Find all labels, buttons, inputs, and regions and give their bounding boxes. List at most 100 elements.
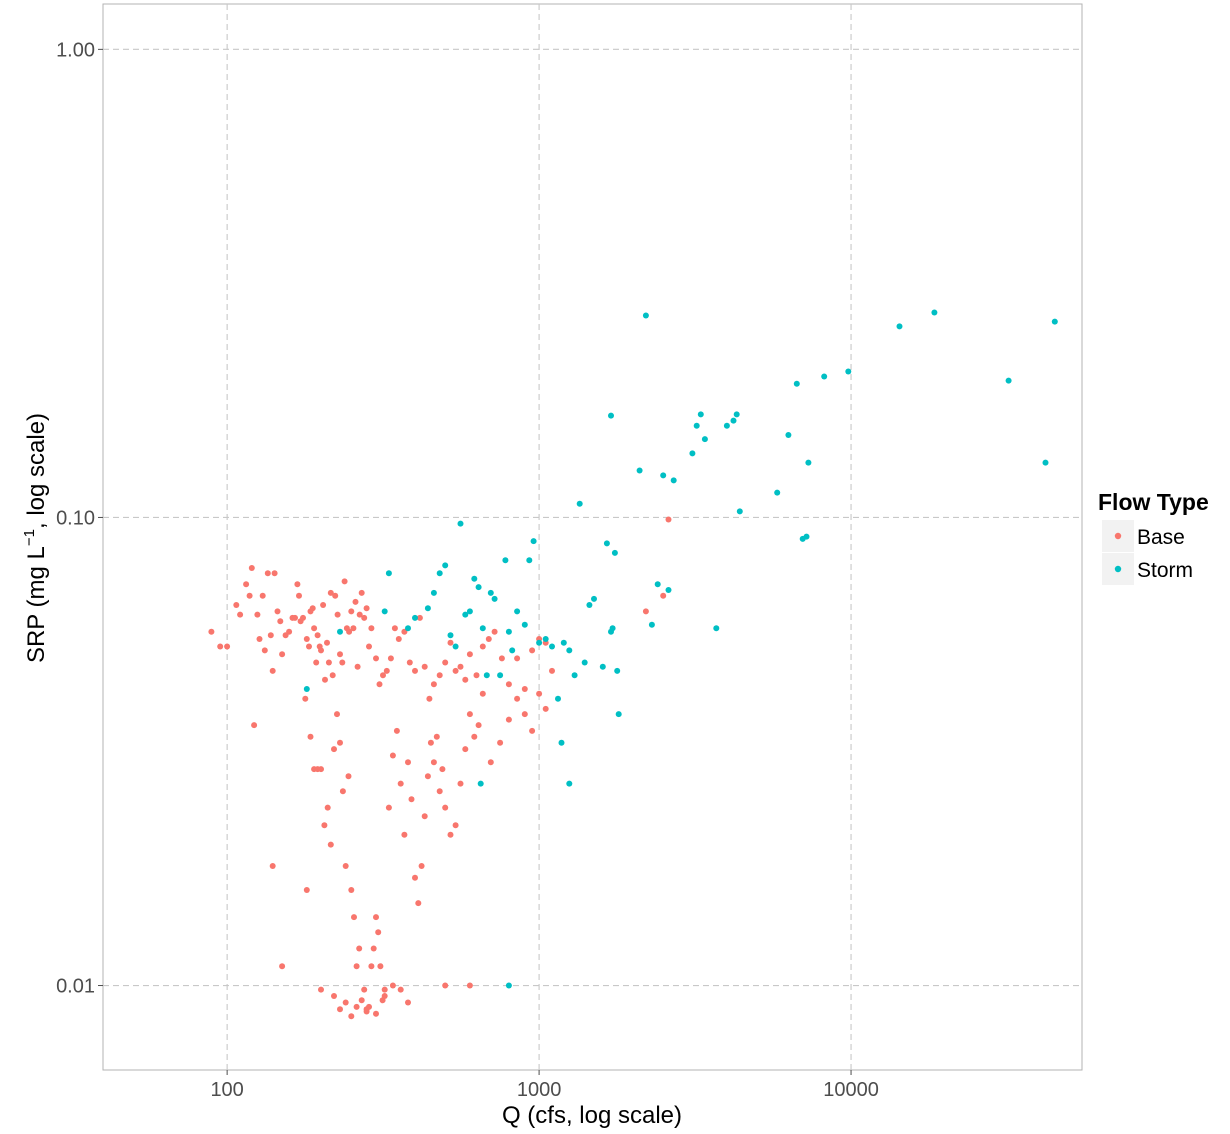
data-point-storm	[536, 639, 543, 646]
x-tick-label: 100	[210, 1079, 243, 1101]
data-point-storm	[636, 467, 643, 474]
legend-swatch-storm	[1114, 565, 1122, 573]
data-point-storm	[483, 672, 490, 679]
x-axis-title: Q (cfs, log scale)	[502, 1102, 682, 1129]
data-point-storm	[514, 608, 521, 615]
data-point-base	[415, 900, 422, 907]
data-point-storm	[697, 411, 704, 418]
data-point-base	[457, 663, 464, 670]
y-axis-title: SRP (mg L−1, log scale)	[21, 413, 50, 663]
data-point-base	[660, 592, 667, 599]
data-point-storm	[581, 659, 588, 666]
data-point-base	[342, 863, 349, 869]
data-point-base	[381, 993, 388, 999]
data-point-storm	[381, 608, 388, 615]
data-point-base	[466, 651, 473, 658]
data-point-base	[274, 608, 281, 615]
data-point-storm	[452, 643, 459, 650]
data-point-storm	[793, 380, 800, 387]
data-point-storm	[405, 625, 411, 632]
data-point-storm	[521, 621, 528, 628]
data-point-base	[452, 822, 459, 829]
data-point-base	[300, 614, 306, 621]
data-point-storm	[566, 647, 573, 654]
series-base	[208, 516, 672, 1020]
data-point-base	[373, 1010, 379, 1017]
data-point-base	[373, 914, 379, 921]
data-point-base	[381, 986, 388, 993]
data-point-base	[318, 647, 324, 654]
legend: Flow Type Base Storm	[1098, 489, 1209, 585]
data-point-base	[514, 695, 521, 702]
data-point-base	[334, 711, 340, 718]
data-point-base	[303, 887, 310, 893]
data-point-base	[442, 982, 449, 989]
data-point-base	[311, 625, 318, 632]
data-point-storm	[555, 695, 561, 702]
data-point-storm	[730, 417, 737, 424]
data-point-base	[358, 589, 365, 596]
data-point-base	[325, 659, 332, 666]
data-point-base	[342, 999, 349, 1006]
data-point-storm	[785, 432, 792, 438]
data-point-base	[442, 804, 449, 811]
data-point-base	[424, 773, 431, 780]
data-point-storm	[821, 373, 828, 380]
data-point-storm	[845, 368, 852, 375]
data-point-storm	[530, 538, 537, 545]
data-point-base	[466, 711, 473, 718]
data-point-storm	[430, 589, 437, 596]
data-point-base	[332, 592, 339, 599]
data-point-storm	[931, 309, 938, 316]
data-point-storm	[665, 587, 672, 593]
data-point-storm	[436, 570, 443, 577]
data-point-base	[248, 565, 255, 571]
data-point-base	[348, 887, 355, 893]
legend-title: Flow Type	[1098, 489, 1209, 515]
data-point-base	[341, 578, 348, 585]
data-point-base	[331, 746, 337, 753]
data-point-base	[521, 711, 528, 718]
data-point-storm	[614, 667, 621, 674]
data-point-storm	[479, 625, 486, 632]
data-point-base	[387, 655, 394, 662]
data-point-base	[542, 705, 549, 712]
data-point-storm	[497, 672, 504, 679]
data-point-base	[393, 727, 400, 734]
data-point-base	[306, 643, 312, 650]
data-point-base	[277, 618, 284, 625]
data-point-base	[346, 628, 353, 635]
data-point-base	[479, 690, 486, 697]
data-point-base	[324, 804, 331, 811]
data-point-base	[529, 647, 536, 654]
data-point-storm	[505, 982, 512, 989]
data-point-storm	[560, 639, 567, 646]
data-point-storm	[1005, 377, 1012, 384]
data-point-base	[406, 659, 413, 666]
data-point-storm	[566, 780, 573, 787]
data-point-base	[337, 651, 343, 658]
data-point-storm	[1042, 459, 1049, 466]
data-point-base	[397, 986, 404, 993]
data-point-base	[391, 625, 398, 632]
data-point-base	[356, 945, 363, 952]
data-point-base	[505, 716, 512, 723]
data-point-storm	[505, 628, 512, 635]
data-point-base	[259, 592, 266, 599]
data-point-base	[521, 686, 528, 692]
data-point-storm	[457, 520, 464, 527]
data-point-base	[471, 733, 478, 740]
data-point-storm	[723, 422, 730, 429]
data-point-base	[412, 874, 418, 881]
data-point-base	[405, 759, 411, 766]
data-point-storm	[424, 605, 431, 612]
data-point-base	[352, 598, 359, 605]
data-point-storm	[502, 557, 509, 564]
data-point-base	[529, 727, 536, 734]
data-point-base	[665, 516, 672, 523]
data-point-base	[256, 636, 263, 642]
data-point-base	[313, 659, 320, 666]
data-point-base	[549, 667, 555, 674]
y-axis-title-main: SRP (mg L	[23, 546, 50, 663]
